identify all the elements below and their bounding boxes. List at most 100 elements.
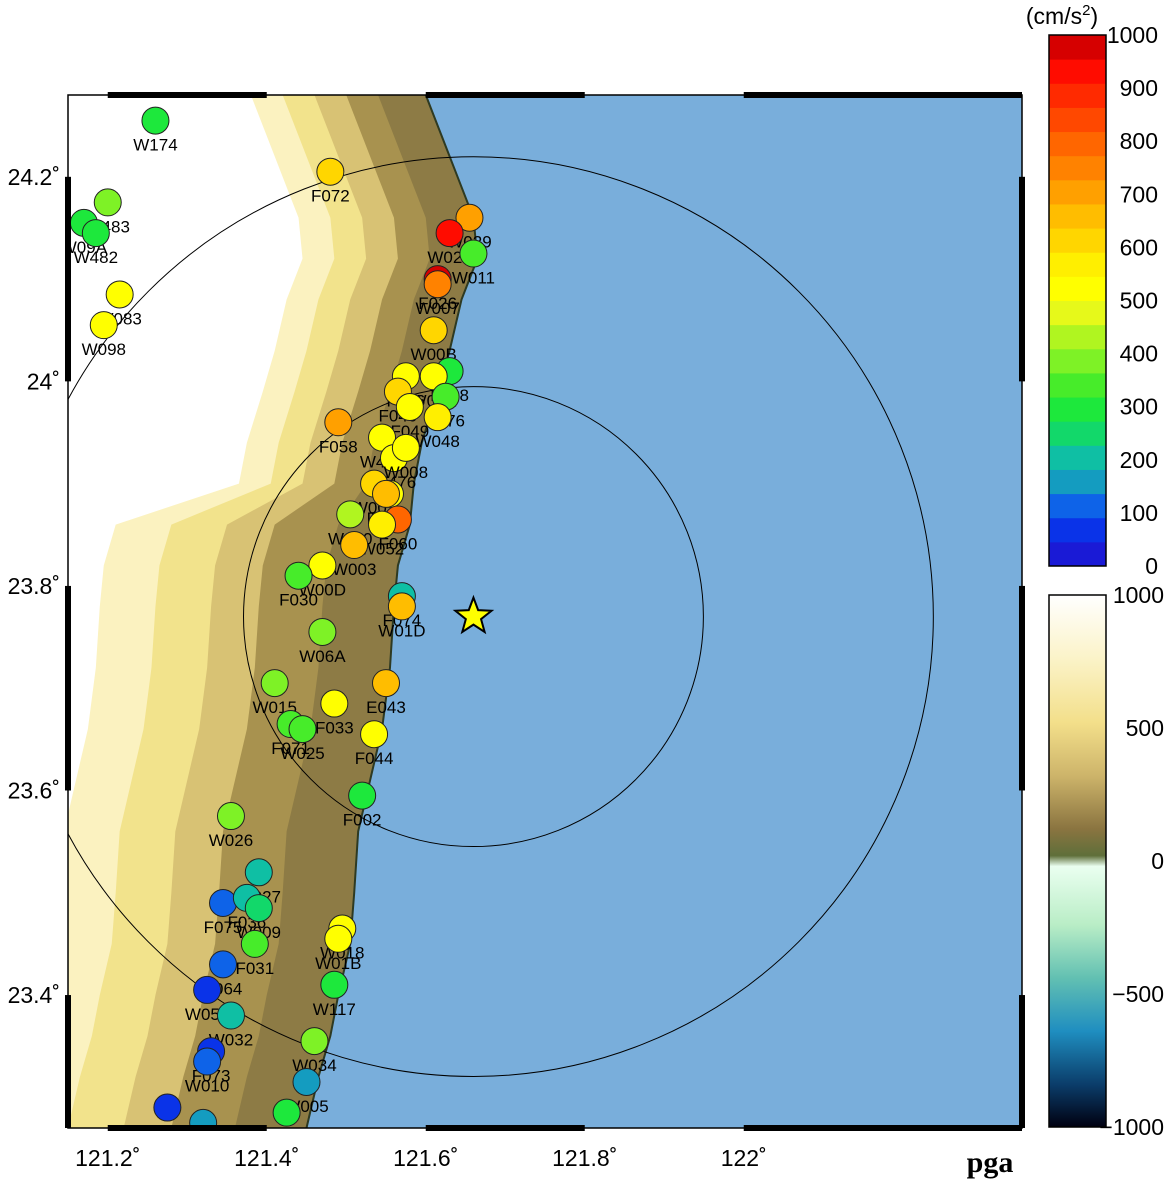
map-area: W174F072W483W09AW482W083W098W029W023W011… — [68, 95, 1022, 1157]
station-F030[interactable]: F030 — [279, 561, 318, 610]
lon-tick-label: 122˚ — [721, 1145, 767, 1171]
station-label: F075 — [204, 918, 243, 937]
station-W008[interactable]: W008 — [384, 433, 428, 482]
station-marker[interactable] — [216, 802, 245, 831]
station-W032[interactable]: W032 — [209, 1001, 253, 1049]
station-label: F072 — [311, 187, 350, 206]
pga-colorbar-swatch — [1049, 541, 1106, 567]
station-marker[interactable] — [348, 781, 377, 810]
station-W174[interactable]: W174 — [133, 106, 178, 155]
pga-unit-superscript: 2 — [1082, 2, 1090, 19]
station-marker[interactable] — [141, 106, 170, 135]
pga-colorbar-label: 700 — [1120, 181, 1158, 207]
station-W010[interactable]: W010 — [185, 1047, 229, 1096]
station-W007[interactable]: W007 — [415, 270, 460, 319]
station-marker[interactable] — [292, 1067, 321, 1096]
station-marker[interactable] — [300, 1027, 329, 1056]
station-F072[interactable]: F072 — [311, 157, 350, 206]
station-marker[interactable] — [372, 479, 400, 508]
station-W011[interactable]: W011 — [452, 239, 495, 288]
station-marker[interactable] — [455, 203, 484, 232]
station-W098[interactable]: W098 — [82, 311, 126, 360]
station-F031[interactable]: F031 — [235, 929, 274, 978]
station-marker[interactable] — [89, 311, 118, 340]
station-F033[interactable]: F033 — [315, 689, 354, 738]
pga-colorbar-swatch — [1049, 203, 1106, 229]
station-marker[interactable] — [105, 280, 134, 309]
station-marker[interactable] — [395, 392, 424, 421]
lon-tick-label: 121.6˚ — [393, 1145, 458, 1171]
station-label: W052 — [360, 540, 404, 559]
station-marker[interactable] — [216, 1001, 245, 1030]
station-marker[interactable] — [308, 617, 337, 646]
frame-bar-right — [1019, 585, 1025, 791]
station-W026[interactable]: W026 — [209, 802, 253, 851]
station-marker[interactable] — [320, 689, 349, 718]
station-marker[interactable] — [93, 188, 122, 217]
pga-colorbar-swatch — [1049, 300, 1106, 326]
station-marker[interactable] — [336, 500, 365, 529]
station-marker[interactable] — [324, 408, 353, 437]
station-marker[interactable] — [272, 1098, 301, 1127]
station-marker[interactable] — [288, 715, 317, 744]
station-label: W048 — [415, 432, 459, 451]
station-marker[interactable] — [240, 929, 269, 958]
station-marker[interactable] — [316, 157, 345, 186]
station-marker[interactable] — [324, 924, 353, 953]
station-W048[interactable]: W048 — [415, 403, 460, 452]
topography-colorbar-label: 1000 — [1113, 582, 1164, 608]
station-W00D[interactable]: W00D — [299, 551, 346, 600]
station-marker[interactable] — [340, 531, 369, 560]
station-label: W098 — [82, 340, 126, 359]
station-label: F058 — [319, 437, 358, 456]
map-axes: 121.2˚ 121.4˚ 121.6˚ 121.8˚ 122˚ 24.2˚ 24˚ 23.8… — [8, 92, 1025, 1171]
station-F028[interactable]: F028 — [184, 1108, 223, 1157]
pga-colorbar-swatch — [1049, 155, 1106, 181]
station-marker[interactable] — [193, 975, 222, 1004]
station-marker[interactable] — [284, 561, 313, 590]
station-marker[interactable] — [320, 970, 349, 999]
station-marker[interactable] — [419, 316, 448, 345]
pga-colorbar-label: 600 — [1120, 234, 1158, 260]
station-W482[interactable]: W482 — [74, 219, 118, 267]
station-W06A[interactable]: W06A — [299, 617, 346, 666]
station-marker[interactable] — [423, 270, 452, 299]
station-F002[interactable]: F002 — [343, 781, 382, 830]
station-marker[interactable] — [423, 403, 452, 432]
station-label: W007 — [415, 299, 459, 318]
station-F044[interactable]: F044 — [355, 720, 394, 769]
station-marker[interactable] — [153, 1093, 182, 1122]
pga-colorbar-swatch — [1049, 421, 1106, 446]
station-marker[interactable] — [435, 219, 464, 248]
pga-colorbar-label: 800 — [1120, 128, 1158, 154]
station-W052[interactable]: W052 — [360, 510, 404, 559]
lat-tick-label: 23.8˚ — [8, 573, 60, 599]
station-W01D[interactable]: W01D — [378, 592, 426, 641]
station-marker[interactable] — [372, 669, 400, 698]
station-F075[interactable]: F075 — [204, 888, 243, 937]
frame-bar-right — [1019, 176, 1025, 382]
station-marker[interactable] — [391, 433, 420, 462]
station-W01B[interactable]: W01B — [315, 924, 361, 973]
station-W117[interactable]: W117 — [313, 970, 356, 1019]
station-marker[interactable] — [387, 592, 416, 621]
station-W025[interactable]: W025 — [280, 715, 325, 764]
station-marker[interactable] — [459, 239, 488, 268]
station-marker[interactable] — [244, 894, 273, 923]
station-F058[interactable]: F058 — [319, 408, 358, 457]
station-marker[interactable] — [193, 1047, 222, 1076]
station-marker[interactable] — [189, 1108, 218, 1136]
frame-bar-right — [1019, 995, 1025, 1128]
station-marker[interactable] — [360, 720, 389, 749]
station-label: W00D — [299, 580, 346, 599]
station-marker[interactable] — [81, 219, 110, 248]
station-W003[interactable]: W003 — [332, 531, 376, 580]
station-marker[interactable] — [260, 669, 289, 698]
station-E043[interactable]: E043 — [366, 669, 406, 718]
station-marker[interactable] — [308, 551, 337, 580]
station-marker[interactable] — [209, 950, 238, 979]
station-marker[interactable] — [244, 858, 273, 887]
station-marker[interactable] — [368, 510, 397, 539]
